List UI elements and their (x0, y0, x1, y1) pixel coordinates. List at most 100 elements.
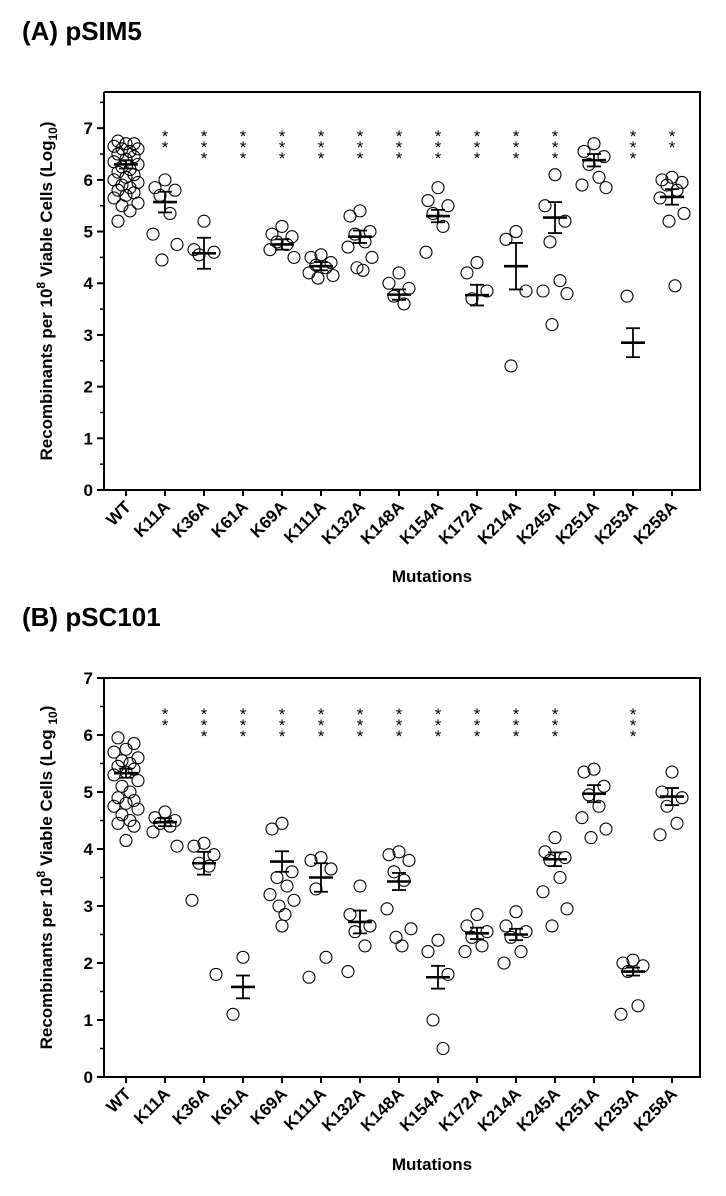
data-point (587, 137, 601, 151)
y-tick-label: 2 (84, 954, 93, 973)
significance-star: * (279, 716, 286, 735)
data-point (426, 1013, 440, 1027)
data-point (599, 181, 613, 195)
y-axis-label-end: ) (37, 706, 56, 712)
data-point (185, 893, 199, 907)
data-point (107, 799, 121, 813)
data-point (509, 905, 523, 919)
significance-star: * (240, 727, 247, 746)
data-point (127, 150, 141, 164)
data-point (675, 175, 689, 190)
data-point (285, 230, 299, 244)
data-point (187, 839, 201, 853)
data-point (278, 907, 292, 922)
y-axis-label-end: ) (37, 121, 56, 127)
data-point (395, 939, 409, 953)
data-point (655, 785, 669, 799)
significance-star: * (279, 727, 286, 746)
data-point (584, 831, 598, 845)
data-point (653, 828, 667, 842)
data-point (392, 845, 406, 859)
data-point (365, 250, 379, 264)
x-tick-label: K258A (630, 497, 681, 548)
data-point (504, 359, 518, 373)
x-tick-label: K251A (552, 1084, 603, 1135)
data-point (660, 799, 674, 813)
data-point (107, 768, 121, 782)
data-point (419, 245, 433, 259)
data-point (270, 870, 284, 885)
data-point (548, 168, 562, 182)
data-point (509, 225, 523, 239)
data-point (380, 902, 394, 916)
data-point (404, 922, 418, 936)
significance-star: * (240, 716, 247, 735)
data-point (341, 964, 355, 979)
x-tick-label: K132A (318, 497, 369, 548)
x-axis-label: Mutations (392, 567, 472, 586)
x-tick-label: K253A (591, 497, 642, 548)
data-point (304, 853, 318, 867)
significance-star: * (357, 149, 364, 168)
y-tick-label: 1 (84, 1011, 93, 1030)
significance-star: * (513, 127, 520, 146)
data-point (553, 870, 567, 885)
data-point (460, 266, 474, 280)
data-point (226, 1007, 240, 1021)
significance-star: * (513, 149, 520, 168)
significance-star: * (435, 716, 442, 735)
data-point (324, 862, 338, 876)
significance-star: * (318, 138, 325, 157)
y-tick-label: 2 (84, 378, 93, 397)
x-tick-label: K11A (130, 497, 174, 541)
y-tick-label: 1 (84, 429, 93, 448)
data-point (131, 751, 145, 765)
data-point (470, 907, 484, 922)
data-point (170, 839, 184, 853)
data-point (209, 967, 223, 981)
significance-star: * (630, 149, 637, 168)
significance-star: * (552, 138, 559, 157)
data-point (163, 206, 177, 221)
x-tick-label: K214A (474, 1084, 525, 1135)
data-point (358, 939, 372, 953)
y-tick-label: 5 (84, 223, 93, 242)
data-point (263, 888, 277, 902)
significance-star: * (513, 705, 520, 724)
significance-star: * (318, 727, 325, 746)
data-point (519, 925, 533, 939)
significance-star: * (435, 149, 442, 168)
data-point (636, 959, 650, 973)
significance-star: * (513, 138, 520, 157)
data-point (287, 250, 301, 264)
data-point (131, 802, 145, 816)
data-point (146, 227, 160, 241)
x-tick-label: K132A (318, 1084, 369, 1135)
data-point (553, 274, 567, 288)
data-point (382, 276, 396, 290)
data-point (614, 1007, 628, 1021)
data-point (402, 281, 416, 295)
significance-star: * (162, 127, 169, 146)
panel-title: (A) pSIM5 (22, 16, 142, 46)
significance-star: * (474, 127, 481, 146)
x-tick-label: K245A (513, 497, 564, 548)
significance-star: * (669, 127, 676, 146)
data-point (314, 248, 328, 262)
data-point (302, 970, 316, 984)
significance-star: * (630, 138, 637, 157)
data-point (309, 882, 323, 896)
data-point (426, 206, 440, 221)
data-point (158, 173, 172, 187)
x-tick-label: K148A (357, 1084, 408, 1135)
significance-star: * (162, 716, 169, 735)
data-point (197, 214, 211, 228)
data-point (458, 945, 472, 959)
data-point (107, 745, 121, 759)
significance-star: * (552, 149, 559, 168)
data-point (387, 865, 401, 879)
significance-star: * (669, 138, 676, 157)
data-point (148, 181, 162, 195)
data-point (127, 736, 141, 751)
significance-star: * (279, 138, 286, 157)
